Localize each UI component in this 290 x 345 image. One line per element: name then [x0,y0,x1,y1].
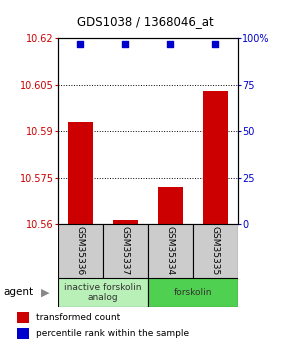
Bar [158,187,183,224]
Point [213,41,218,46]
Bar [203,91,228,224]
Text: GSM35336: GSM35336 [76,226,85,276]
Text: GDS1038 / 1368046_at: GDS1038 / 1368046_at [77,16,213,29]
Text: inactive forskolin
analog: inactive forskolin analog [64,283,142,302]
Text: GSM35335: GSM35335 [211,226,220,276]
Text: GSM35337: GSM35337 [121,226,130,276]
Bar [113,220,138,224]
Text: ▶: ▶ [41,287,49,297]
Bar [58,278,148,307]
Bar [193,224,238,278]
Bar [148,224,193,278]
Bar [103,224,148,278]
Text: percentile rank within the sample: percentile rank within the sample [36,329,189,338]
Bar [148,278,238,307]
Bar [17,328,29,339]
Point [123,41,128,46]
Bar [17,312,29,323]
Text: forskolin: forskolin [174,288,212,297]
Text: agent: agent [3,287,33,297]
Point [78,41,83,46]
Point [168,41,173,46]
Bar [58,224,103,278]
Text: transformed count: transformed count [36,313,120,322]
Text: GSM35334: GSM35334 [166,226,175,276]
Bar [68,122,93,224]
